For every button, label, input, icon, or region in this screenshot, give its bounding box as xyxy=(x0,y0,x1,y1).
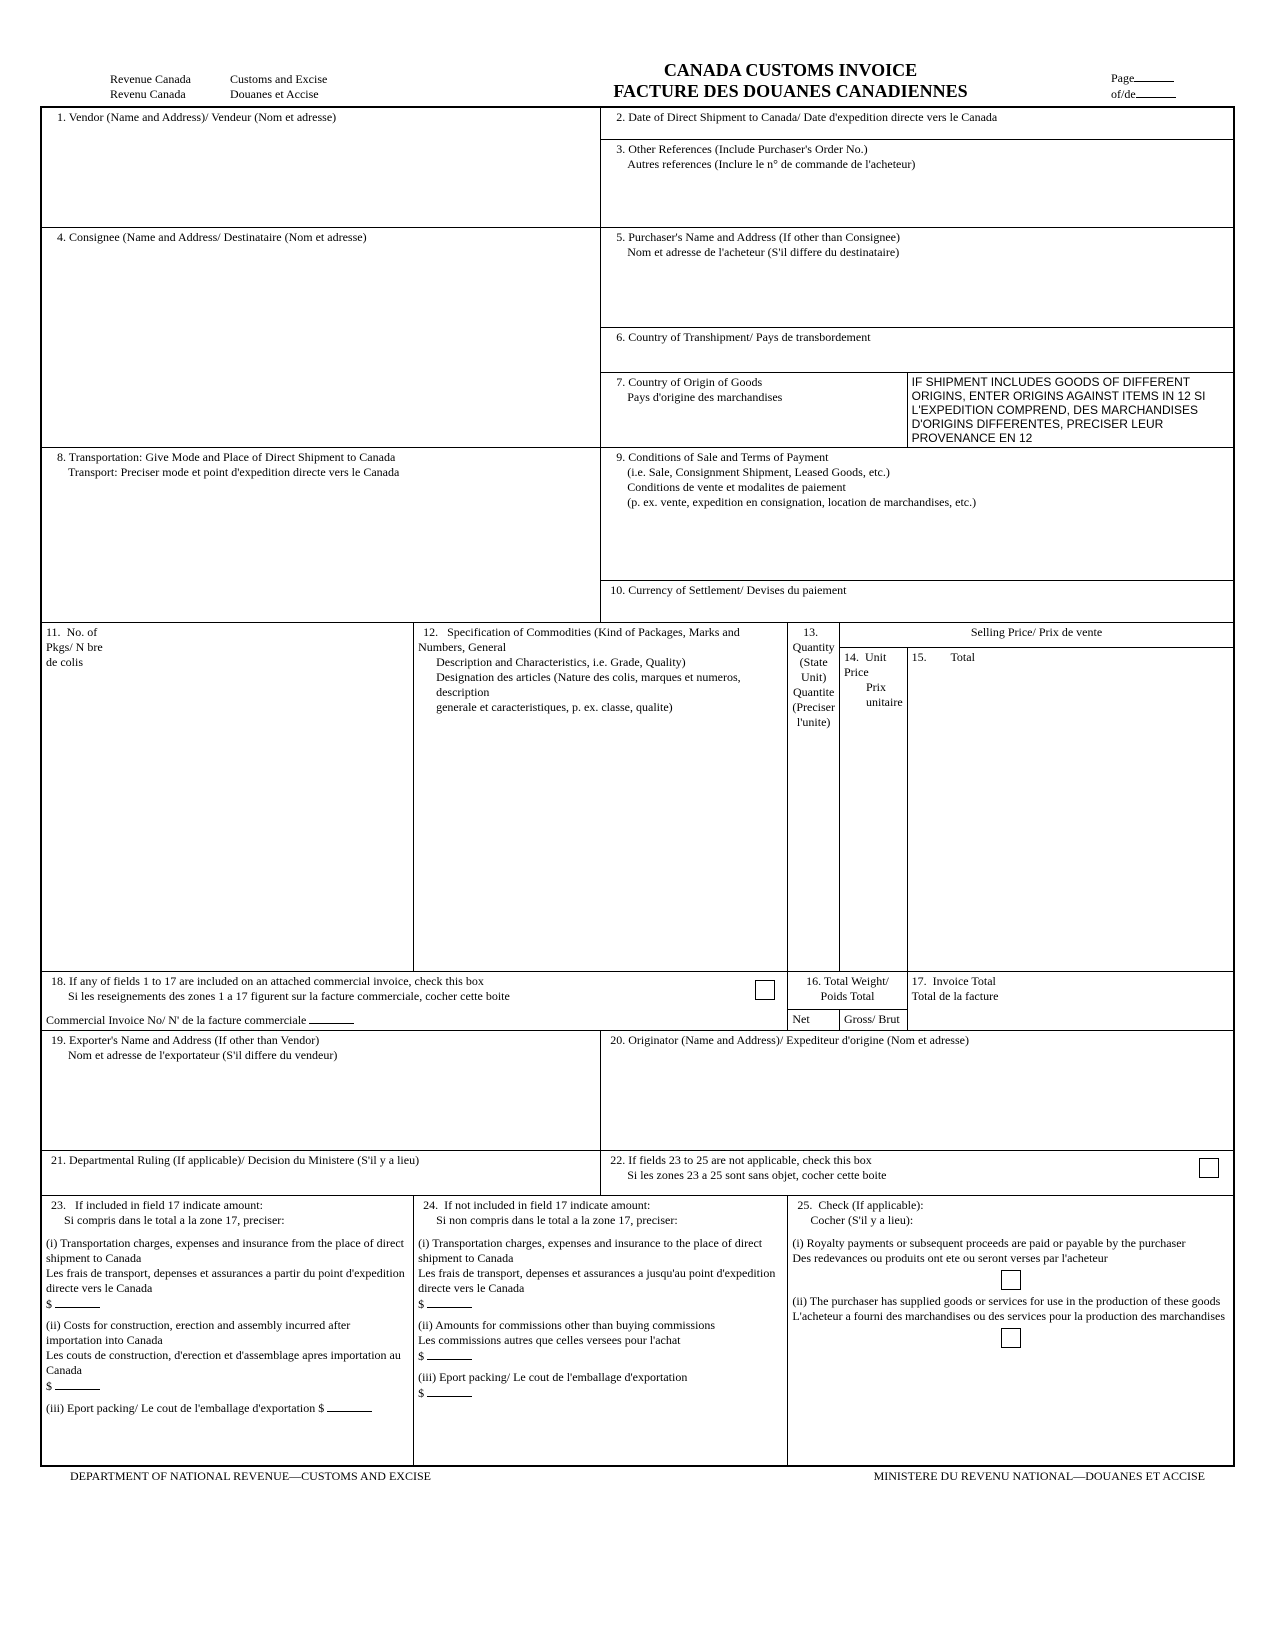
header-agency: Revenue Canada Customs and Excise Revenu… xyxy=(110,72,470,102)
field-18: 18. If any of fields 1 to 17 are include… xyxy=(41,972,788,1031)
field-23-iii-amount[interactable] xyxy=(327,1400,372,1412)
field-16-gross[interactable]: Gross/ Brut xyxy=(840,1009,908,1030)
page-blank[interactable] xyxy=(1134,70,1174,82)
footer-en: DEPARTMENT OF NATIONAL REVENUE—CUSTOMS A… xyxy=(70,1469,431,1484)
field-12-spec-header: 12. Specification of Commodities (Kind o… xyxy=(414,622,788,732)
form-header: Revenue Canada Customs and Excise Revenu… xyxy=(40,60,1235,102)
selling-price-header: Selling Price/ Prix de vente xyxy=(840,622,1235,648)
field-1-vendor[interactable]: 1. Vendor (Name and Address)/ Vendeur (N… xyxy=(41,107,601,227)
title-en: CANADA CUSTOMS INVOICE xyxy=(470,60,1111,81)
field-23-ii-amount[interactable] xyxy=(55,1378,100,1390)
agency-en-2: Customs and Excise xyxy=(230,72,327,87)
field-23-i-amount[interactable] xyxy=(55,1296,100,1308)
title-fr: FACTURE DES DOUANES CANADIENNES xyxy=(470,81,1111,102)
field-7-note: IF SHIPMENT INCLUDES GOODS OF DIFFERENT … xyxy=(907,372,1234,447)
field-17[interactable]: 17. Invoice Total Total de la facture xyxy=(907,972,1234,1031)
field-15-body[interactable] xyxy=(907,732,1234,972)
field-10-currency[interactable]: 10. Currency of Settlement/ Devises du p… xyxy=(601,581,1234,622)
field-24: 24. If not included in field 17 indicate… xyxy=(414,1196,788,1466)
field-25-i-checkbox[interactable] xyxy=(1001,1270,1021,1290)
field-20-originator[interactable]: 20. Originator (Name and Address)/ Exped… xyxy=(601,1031,1234,1151)
form-footer: DEPARTMENT OF NATIONAL REVENUE—CUSTOMS A… xyxy=(40,1467,1235,1484)
field-23: 23. If included in field 17 indicate amo… xyxy=(41,1196,414,1466)
field-18-checkbox[interactable] xyxy=(755,980,775,1000)
page-number: Page of/de xyxy=(1111,70,1231,102)
field-5-purchaser[interactable]: 5. Purchaser's Name and Address (If othe… xyxy=(601,227,1234,327)
invoice-form: 1. Vendor (Name and Address)/ Vendeur (N… xyxy=(40,106,1235,1467)
field-3-refs[interactable]: 3. Other References (Include Purchaser's… xyxy=(601,140,1234,227)
agency-fr-2: Douanes et Accise xyxy=(230,87,319,102)
field-25-ii-checkbox[interactable] xyxy=(1001,1328,1021,1348)
ofde-label: of/de xyxy=(1111,87,1136,101)
field-13-body[interactable] xyxy=(788,732,840,972)
field-22-checkbox[interactable] xyxy=(1199,1158,1219,1178)
field-19-exporter[interactable]: 19. Exporter's Name and Address (If othe… xyxy=(41,1031,601,1151)
field-24-ii-amount[interactable] xyxy=(427,1348,472,1360)
field-24-iii-amount[interactable] xyxy=(427,1385,472,1397)
field-11-pkgs-header: 11. No. of Pkgs/ N bre de colis xyxy=(41,622,414,732)
field-14-body[interactable] xyxy=(840,732,908,972)
field-6-transhipment[interactable]: 6. Country of Transhipment/ Pays de tran… xyxy=(601,327,1234,372)
field-11-body[interactable] xyxy=(41,732,414,972)
field-25: 25. Check (If applicable): Cocher (S'il … xyxy=(788,1196,1234,1466)
field-18-invoice-no[interactable] xyxy=(309,1012,354,1024)
field-21-ruling[interactable]: 21. Departmental Ruling (If applicable)/… xyxy=(41,1151,601,1196)
footer-fr: MINISTERE DU REVENU NATIONAL—DOUANES ET … xyxy=(874,1469,1205,1484)
field-4-consignee[interactable]: 4. Consignee (Name and Address/ Destinat… xyxy=(41,227,601,447)
field-7-origin[interactable]: 7. Country of Origin of Goods Pays d'ori… xyxy=(601,372,907,447)
field-9-conditions[interactable]: 9. Conditions of Sale and Terms of Payme… xyxy=(601,447,1234,581)
field-24-i-amount[interactable] xyxy=(427,1296,472,1308)
field-22: 22. If fields 23 to 25 are not applicabl… xyxy=(601,1151,1234,1196)
page-label: Page xyxy=(1111,71,1134,85)
field-16-header: 16. Total Weight/ Poids Total xyxy=(788,972,907,1010)
field-13-qty-header: 13. Quantity (State Unit) Quantite (Prec… xyxy=(788,622,840,732)
field-14-unit-price-header: 14. Unit Price Prix unitaire xyxy=(840,648,908,732)
field-12-body[interactable] xyxy=(414,732,788,972)
field-15-total-header: 15. Total xyxy=(907,648,1234,732)
ofde-blank[interactable] xyxy=(1136,86,1176,98)
field-8-transport[interactable]: 8. Transportation: Give Mode and Place o… xyxy=(41,447,601,622)
agency-fr-1: Revenu Canada xyxy=(110,87,230,102)
agency-en-1: Revenue Canada xyxy=(110,72,230,87)
field-16-net[interactable]: Net xyxy=(788,1009,840,1030)
form-title: CANADA CUSTOMS INVOICE FACTURE DES DOUAN… xyxy=(470,60,1111,102)
field-2-date[interactable]: 2. Date of Direct Shipment to Canada/ Da… xyxy=(601,107,1234,140)
